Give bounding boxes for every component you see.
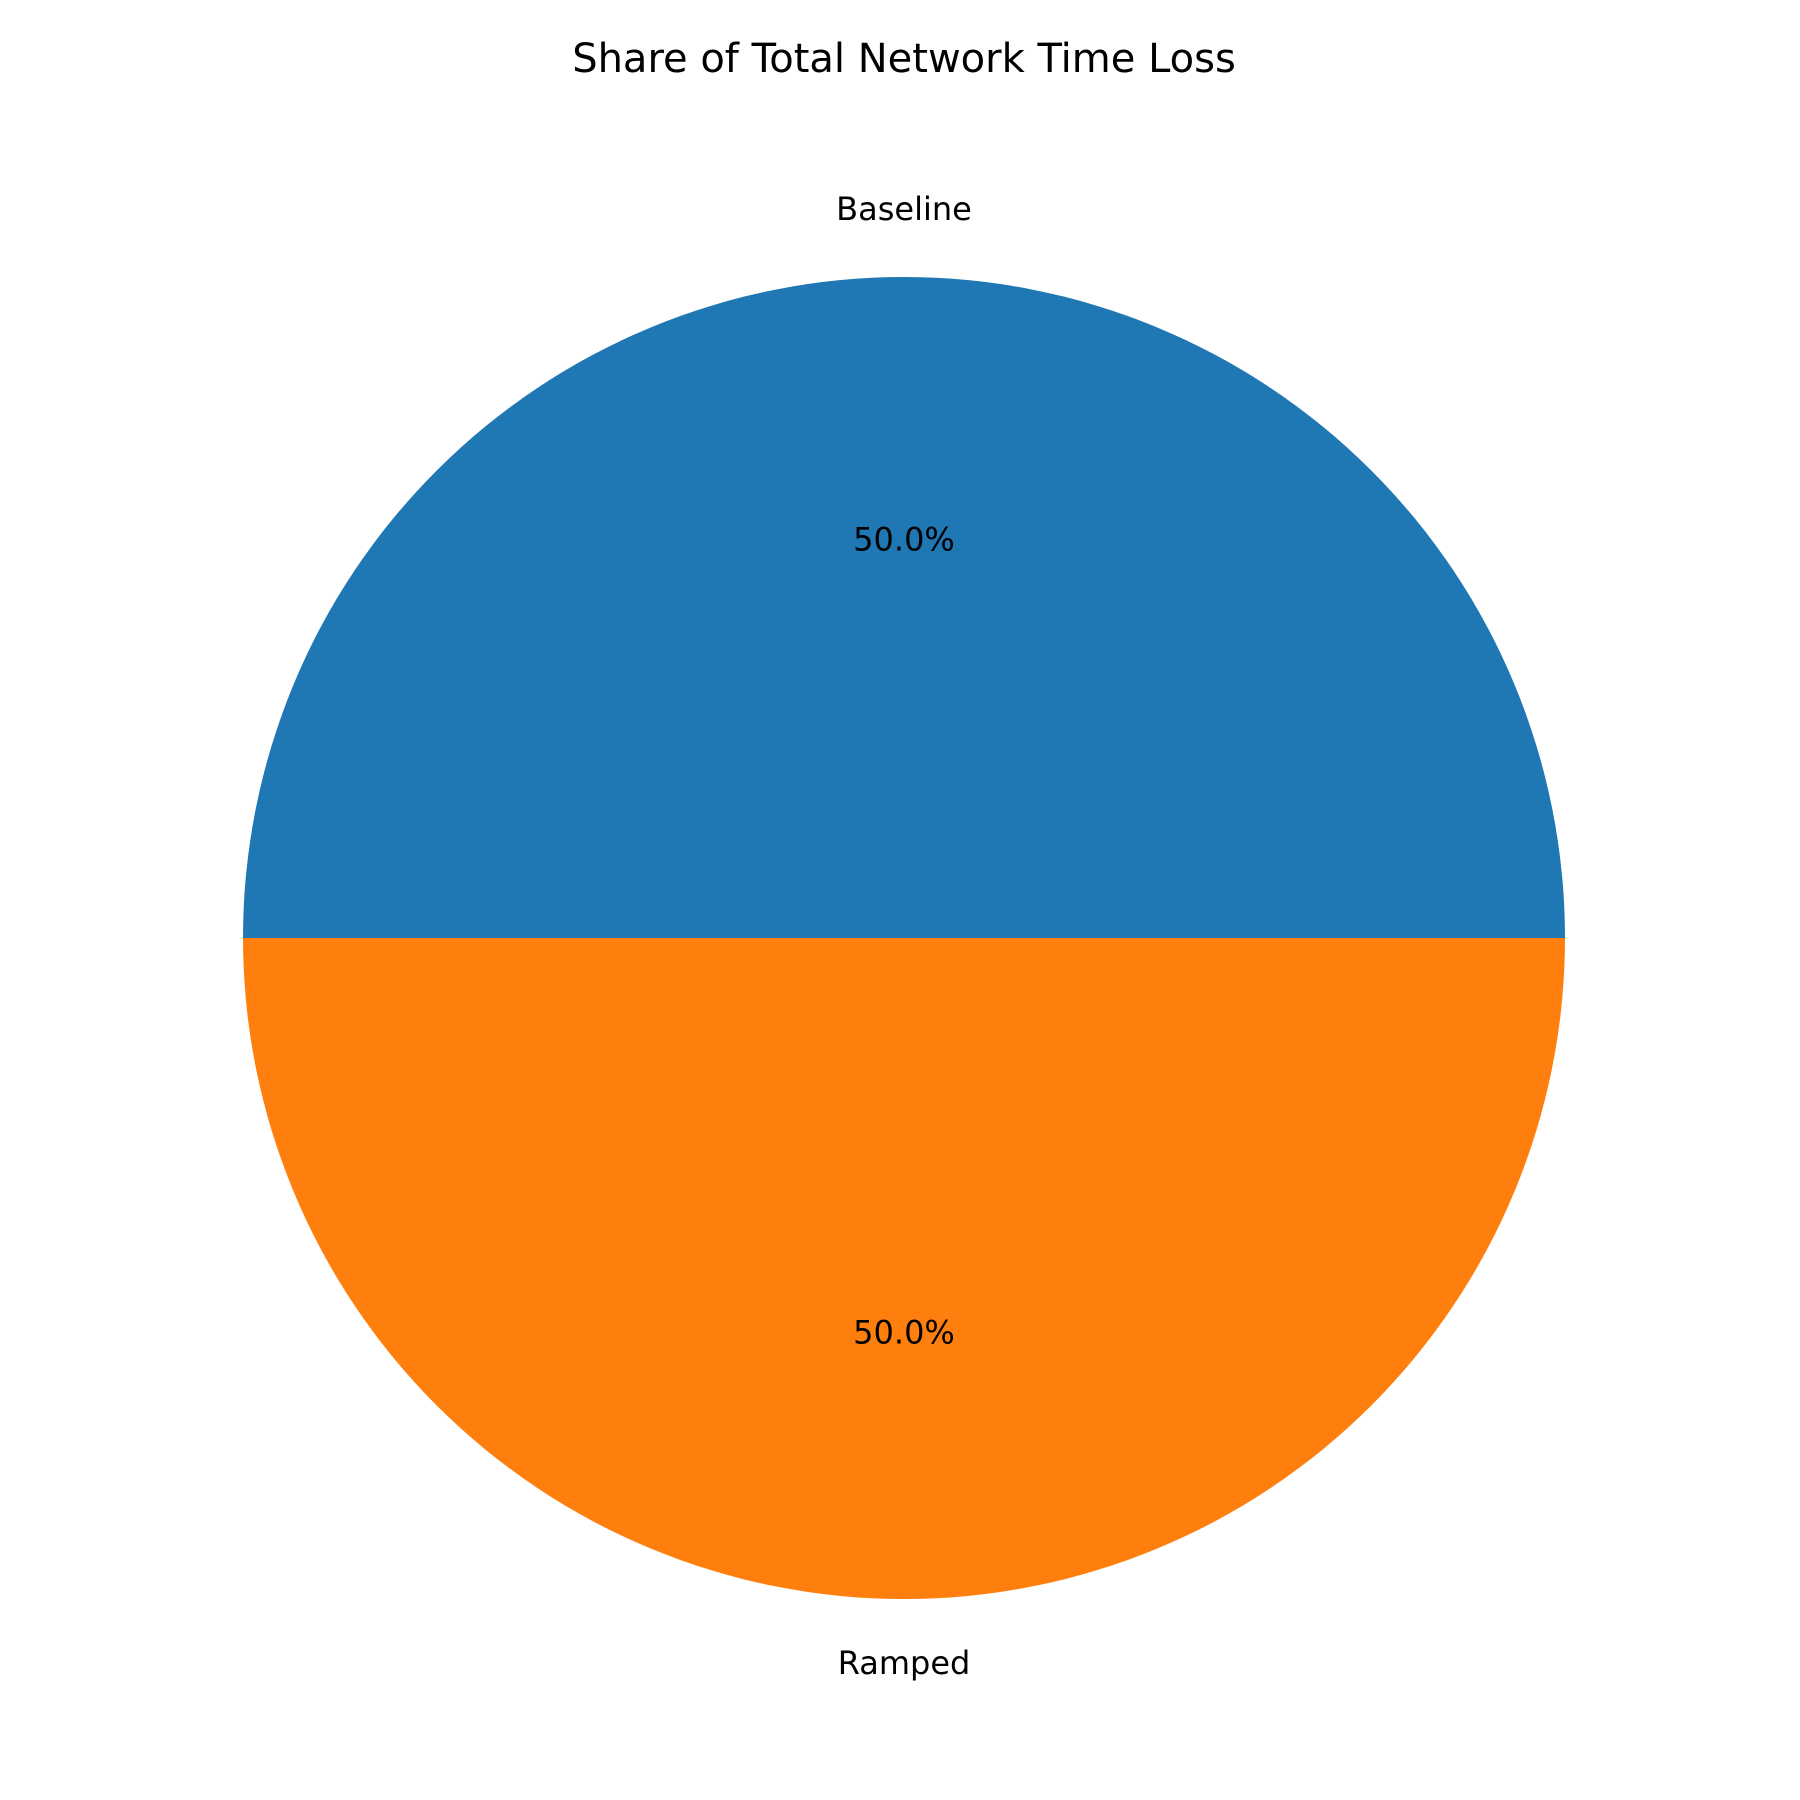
- pie-slice-ramped: [243, 938, 1565, 1599]
- chart-title: Share of Total Network Time Loss: [572, 36, 1236, 82]
- pie-slices: [243, 277, 1565, 1599]
- slice-label-ramped: Ramped: [838, 1644, 971, 1682]
- slice-percent-label-baseline: 50.0%: [853, 520, 955, 558]
- slice-label-baseline: Baseline: [836, 190, 972, 228]
- slice-percent-label-ramped: 50.0%: [853, 1314, 955, 1352]
- pie-slice-baseline: [243, 277, 1565, 938]
- pie-labels: Baseline 50.0% Ramped 50.0%: [836, 190, 972, 1682]
